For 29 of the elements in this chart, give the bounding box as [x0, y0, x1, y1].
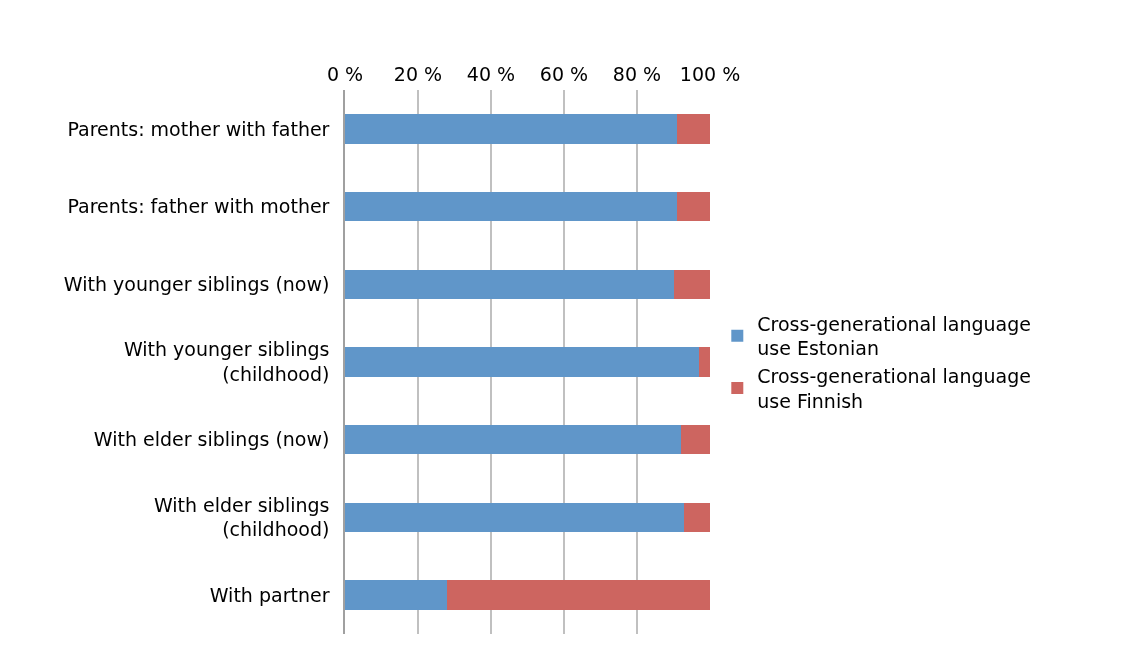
x-tick-label: 80 %	[612, 63, 662, 86]
bar	[345, 580, 448, 610]
bar	[684, 502, 710, 533]
bar	[345, 114, 678, 144]
bar	[345, 502, 685, 533]
y-tick-label: With younger siblings (now)	[63, 272, 330, 295]
x-tick-label: 100 %	[679, 63, 741, 86]
bar	[345, 347, 700, 377]
bar	[447, 580, 710, 610]
y-tick-label: With elder siblings (now)	[93, 428, 330, 451]
legend-label: Cross-generational language use Finnish	[757, 365, 1031, 412]
legend-label: Cross-generational language use Estonian	[757, 312, 1031, 360]
y-tick-label: Parents: mother with father	[67, 117, 330, 140]
bar	[677, 114, 710, 144]
y-tick-label: With partner	[209, 583, 330, 606]
bar	[677, 191, 710, 222]
x-tick-label: 20 %	[393, 63, 443, 86]
bar	[673, 269, 710, 300]
bar	[699, 347, 710, 377]
bar	[345, 424, 681, 455]
bar	[345, 191, 678, 222]
x-tick-label: 60 %	[539, 63, 589, 86]
y-tick-label: Parents: father with mother	[67, 195, 330, 218]
x-tick-label: 40 %	[466, 63, 516, 86]
y-tick-label: With elder siblings (childhood)	[153, 493, 330, 541]
bar	[680, 424, 710, 455]
bar	[345, 269, 674, 300]
y-tick-label: With younger siblings (childhood)	[123, 338, 330, 385]
x-tick-label: 0 %	[326, 63, 364, 86]
